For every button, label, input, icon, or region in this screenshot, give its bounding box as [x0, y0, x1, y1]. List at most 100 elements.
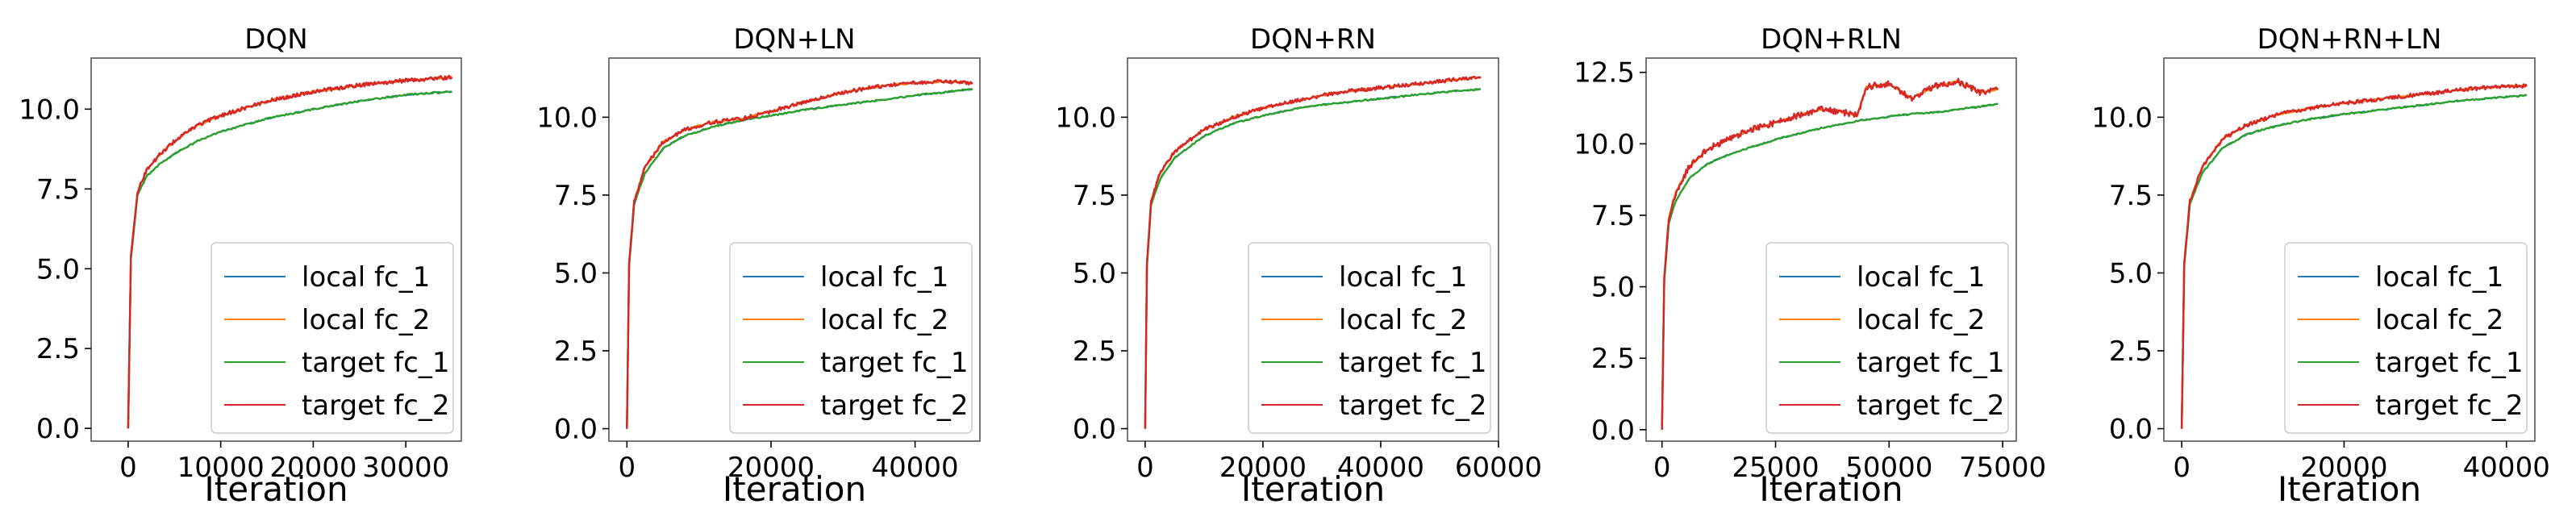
legend-box: [1248, 242, 1491, 434]
x-tick-label: 25000: [1732, 452, 1819, 484]
legend-label: target fc_1: [1339, 347, 1486, 379]
y-tick-label: 12.5: [1574, 57, 1635, 90]
legend-label: target fc_2: [2375, 390, 2523, 422]
legend-box: [729, 242, 973, 434]
series-line-target-fc-1: [1144, 87, 1482, 429]
panel-1: 0.0 2.5 5.0 7.5 10.0 0 10000 20000 30000 DQN Itera…: [19, 23, 462, 509]
x-axis-label: Iteration: [723, 469, 866, 509]
y-tick-label: 7.5: [554, 180, 598, 212]
legend-label: local fc_1: [1857, 261, 1985, 294]
x-tick-label: 0: [1653, 452, 1671, 484]
legend-label: local fc_2: [1339, 304, 1467, 336]
y-tick-label: 7.5: [2109, 180, 2153, 212]
panel-3: 0.0 2.5 5.0 7.5 10.0 0 20000 40000 60000 DQN+RN It…: [1055, 23, 1542, 509]
x-tick-label: 20000: [269, 452, 356, 484]
y-tick-label: 0.0: [2109, 414, 2153, 446]
x-tick-label: 50000: [1845, 452, 1932, 484]
panel-4: 0.0 2.5 5.0 7.5 10.0 12.5 0 25000 50000 75000 DQN+…: [1574, 23, 2046, 509]
legend-label: local fc_2: [1857, 304, 1985, 336]
legend-box: [2284, 242, 2528, 434]
y-tick-label: 2.5: [1073, 335, 1116, 368]
plot-frame: [90, 57, 462, 442]
series-line-target-fc-2: [1144, 75, 1482, 429]
x-tick-label: 20000: [1219, 452, 1307, 484]
x-axis-label: Iteration: [204, 469, 348, 509]
series-line-target-fc-1: [127, 90, 452, 429]
plot-frame: [2163, 57, 2536, 442]
legend-label: target fc_1: [820, 347, 968, 379]
x-tick-label: 40000: [2463, 452, 2550, 484]
x-tick-label: 40000: [1337, 452, 1424, 484]
y-tick-label: 5.0: [36, 253, 80, 285]
x-tick-label: 20000: [727, 452, 815, 484]
legend-label: local fc_2: [2375, 304, 2503, 336]
legend-label: target fc_1: [1857, 347, 2004, 379]
legend-box: [210, 242, 454, 434]
y-tick-label: 2.5: [554, 335, 598, 368]
y-tick-label: 0.0: [554, 414, 598, 446]
series-group: [626, 78, 973, 429]
plot-frame: [608, 57, 981, 442]
series-line-target-fc-1: [1661, 102, 1999, 430]
series-line-target-fc-2: [626, 78, 973, 429]
legend-label: target fc_2: [1339, 390, 1486, 422]
series-line-target-fc-1: [2180, 94, 2528, 429]
panel-5: 0.0 2.5 5.0 7.5 10.0 0 20000 40000 DQN+RN+LN Iter…: [2091, 23, 2550, 509]
series-line-target-fc-2: [1661, 77, 1999, 430]
series-line-target-fc-2: [127, 74, 453, 429]
x-tick-label: 30000: [362, 452, 449, 484]
legend-label: target fc_1: [2375, 347, 2523, 379]
legend-label: local fc_1: [820, 261, 948, 294]
series-group: [2180, 83, 2528, 429]
x-tick-label: 20000: [2300, 452, 2387, 484]
x-tick-label: 0: [619, 452, 636, 484]
y-tick-label: 10.0: [1574, 128, 1635, 160]
legend-label: local fc_1: [302, 261, 430, 294]
x-tick-label: 0: [2173, 452, 2190, 484]
legend-box: [1765, 242, 2009, 434]
y-tick-label: 7.5: [1073, 180, 1116, 212]
legend-label: target fc_2: [1857, 390, 2004, 422]
x-tick-label: 60000: [1455, 452, 1542, 484]
x-tick-label: 0: [1136, 452, 1154, 484]
legend-label: local fc_2: [820, 304, 948, 336]
plot-frame: [1127, 57, 1499, 442]
y-tick-label: 10.0: [1055, 102, 1116, 134]
x-axis-label: Iteration: [2278, 469, 2421, 509]
y-tick-label: 10.0: [536, 102, 598, 134]
x-tick-label: 0: [119, 452, 137, 484]
series-group: [127, 74, 453, 429]
y-tick-label: 2.5: [1591, 343, 1635, 375]
y-tick-label: 5.0: [554, 257, 598, 290]
y-tick-label: 10.0: [19, 94, 80, 126]
y-tick-label: 10.0: [2091, 102, 2153, 134]
x-tick-label: 40000: [872, 452, 959, 484]
y-tick-label: 5.0: [2109, 257, 2153, 290]
legend-label: target fc_1: [302, 347, 449, 379]
y-tick-label: 7.5: [1591, 200, 1635, 232]
series-group: [1661, 77, 1999, 430]
panel-2: 0.0 2.5 5.0 7.5 10.0 0 20000 40000 DQN+LN Iterati…: [536, 23, 981, 509]
x-axis-label: Iteration: [1759, 469, 1903, 509]
panel-title: DQN: [244, 23, 307, 56]
legend-label: target fc_2: [820, 390, 968, 422]
x-tick-label: 75000: [1959, 452, 2046, 484]
panel-title: DQN+RN: [1250, 23, 1376, 56]
panel-title: DQN+RLN: [1761, 23, 1902, 56]
legend-label: local fc_1: [2375, 261, 2503, 294]
y-tick-label: 0.0: [1591, 415, 1635, 447]
legend-label: local fc_1: [1339, 261, 1467, 294]
y-tick-label: 2.5: [36, 333, 80, 365]
y-tick-label: 0.0: [36, 413, 80, 445]
series-line-target-fc-2: [2180, 83, 2528, 429]
plot-frame: [1645, 57, 2017, 442]
panel-title: DQN+LN: [733, 23, 855, 56]
x-tick-label: 10000: [177, 452, 265, 484]
y-tick-label: 0.0: [1073, 414, 1116, 446]
series-line-target-fc-1: [626, 88, 973, 429]
